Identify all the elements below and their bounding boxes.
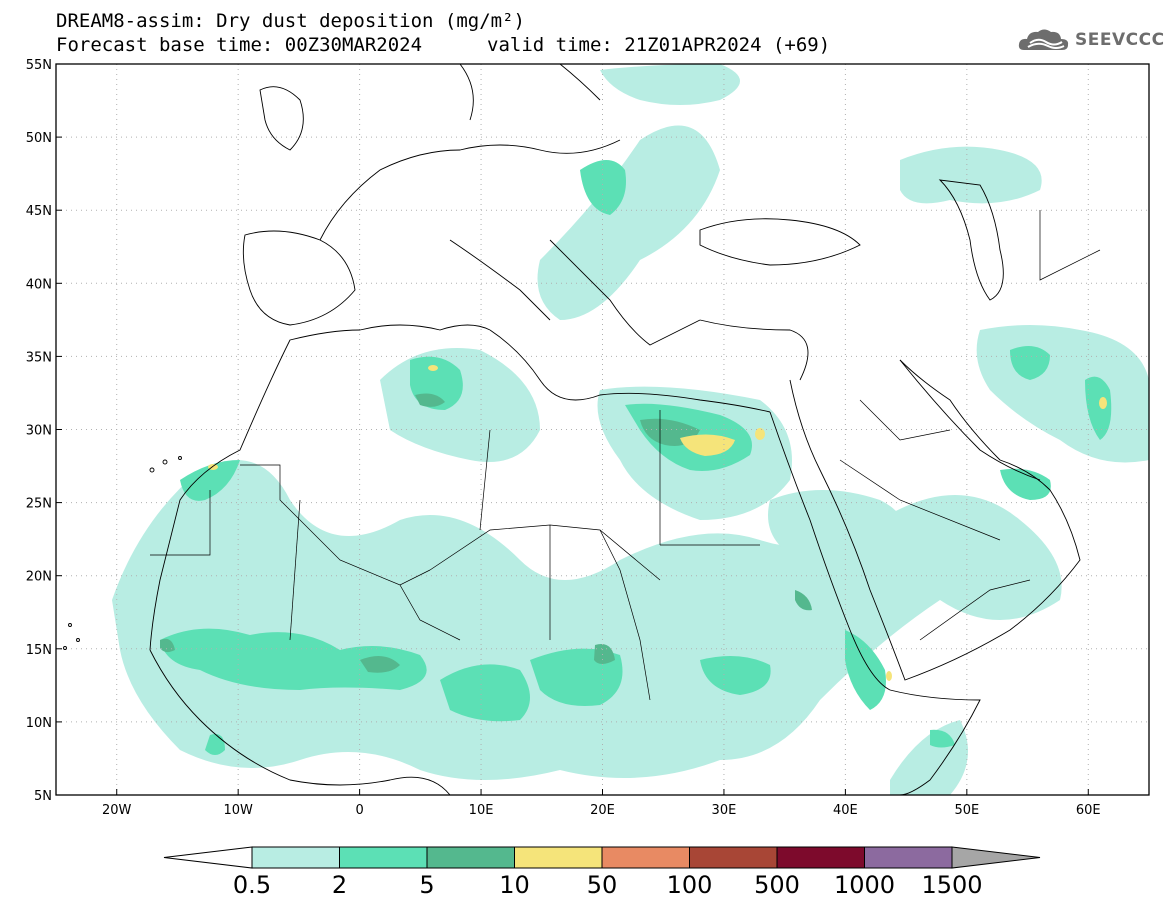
lon-tick-label: 10E [469,803,494,818]
colorbar-segment [426,846,515,869]
longitude-labels: 20W 10W 0 10E 20E 30E 40E 50E 60E [102,789,1101,818]
colorbar-under-triangle [163,846,253,869]
latitude-labels: 55N 50N 45N 40N 35N 30N 25N 20N 15N 10N 5N [26,58,62,804]
cloud-icon [1018,29,1069,50]
graticule [56,64,1149,795]
dust-field [112,64,1149,795]
colorbar-label: 1500 [921,871,983,899]
colorbar-segment [251,846,340,869]
lon-tick-label: 20W [102,803,132,818]
lat-tick-label: 45N [26,204,52,219]
lat-tick-label: 50N [26,131,52,146]
map-title: DREAM8-assim: Dry dust deposition (mg/m²… [56,10,525,32]
lon-tick-label: 40E [833,803,858,818]
colorbar-label: 10 [499,871,530,899]
colorbar-label: 5 [419,871,435,899]
lat-tick-label: 35N [26,350,52,365]
coastlines [63,64,1081,795]
colorbar-segment [339,846,428,869]
colorbar-label: 50 [586,871,618,899]
colorbar-label: 2 [331,871,348,899]
lat-tick-label: 15N [26,643,52,658]
logo-text: SEEVCCC [1075,30,1165,50]
lat-tick-label: 30N [26,424,52,439]
lat-tick-label: 40N [26,277,52,292]
country-borders [150,210,1101,701]
colorbar-segment [689,846,778,869]
lon-tick-label: 0 [355,803,363,818]
colorbar-label: 0.5 [232,871,272,899]
lon-tick-label: 60E [1076,803,1101,818]
lat-tick-label: 55N [26,58,52,73]
colorbar-label: 1000 [833,871,896,899]
forecast-base-time: Forecast base time: 00Z30MAR2024 [56,34,423,56]
lon-tick-label: 30E [712,803,737,818]
lat-tick-label: 5N [34,789,52,804]
colorbar [163,846,1041,869]
lat-tick-label: 25N [26,497,52,512]
lon-tick-label: 50E [954,803,979,818]
lat-tick-label: 20N [26,570,52,585]
colorbar-segment [601,846,690,869]
colorbar-segment [776,846,865,869]
lat-tick-label: 10N [26,716,52,731]
lon-tick-label: 20E [590,803,615,818]
colorbar-label: 100 [666,871,713,899]
colorbar-label: 500 [754,871,800,899]
colorbar-segment [514,846,603,869]
colorbar-over-triangle [951,846,1041,869]
lon-tick-label: 10W [223,803,253,818]
valid-time: valid time: 21Z01APR2024 (+69) [487,34,831,56]
colorbar-segment [864,846,953,869]
